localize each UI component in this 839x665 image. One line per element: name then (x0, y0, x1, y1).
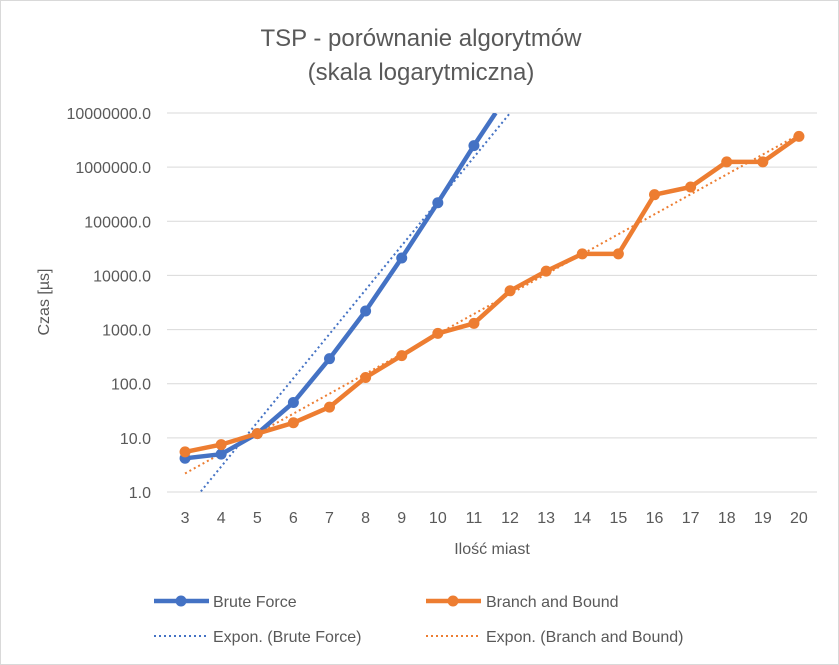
x-axis-tick-labels: 3 4 5 6 7 8 9 10 11 12 13 14 15 16 17 18 19 20 (181, 510, 808, 527)
y-axis-tick-labels: 1.0 10.0 100.0 1000.0 10000.0 100000.0 1000000… (66, 106, 151, 502)
x-tick-label: 20 (790, 510, 808, 527)
data-point (432, 197, 444, 209)
data-point (432, 327, 444, 339)
legend-label-brute-force: Brute Force (213, 594, 297, 611)
y-tick-label: 10.0 (120, 431, 151, 448)
x-tick-label: 5 (253, 510, 262, 527)
series-line (184, 134, 801, 455)
data-point (396, 252, 408, 264)
x-tick-label: 12 (501, 510, 519, 527)
data-point (468, 140, 480, 152)
data-point (215, 439, 227, 451)
y-tick-label: 100.0 (111, 377, 151, 394)
chart-title-line2: (skala logarytmiczna) (308, 59, 535, 86)
legend-marker-branch-and-bound (447, 595, 459, 607)
legend-label-expon-brute-force: Expon. (Brute Force) (213, 629, 362, 646)
data-point (215, 448, 227, 460)
x-tick-label: 11 (466, 510, 483, 527)
x-tick-label: 16 (646, 510, 664, 527)
x-tick-label: 18 (718, 510, 736, 527)
x-tick-label: 15 (609, 510, 627, 527)
y-tick-label: 10000.0 (93, 268, 151, 285)
data-point (540, 265, 552, 277)
y-tick-label: 100000.0 (84, 214, 151, 231)
data-point (324, 401, 335, 413)
data-point (504, 285, 516, 297)
trendline (184, 133, 800, 475)
x-tick-label: 4 (217, 510, 226, 527)
x-tick-label: 10 (429, 510, 447, 527)
x-tick-label: 14 (573, 510, 591, 527)
x-tick-label: 9 (397, 510, 406, 527)
series-line (184, 113, 498, 461)
y-tick-label: 1000000.0 (75, 160, 151, 177)
data-point (287, 396, 299, 408)
y-tick-label: 1000.0 (102, 323, 151, 340)
data-point (396, 350, 408, 362)
trendline (199, 113, 511, 492)
x-tick-label: 17 (682, 510, 700, 527)
data-point (179, 446, 191, 458)
data-point (251, 428, 263, 440)
legend: Brute Force Branch and Bound Expon. (Bru… (154, 594, 683, 646)
x-axis-title: Ilość miast (454, 541, 530, 558)
data-point (576, 248, 588, 260)
data-point (649, 189, 660, 201)
x-tick-label: 3 (181, 510, 190, 527)
legend-label-branch-and-bound: Branch and Bound (486, 594, 619, 611)
data-point (287, 417, 299, 429)
legend-label-expon-branch-and-bound: Expon. (Branch and Bound) (486, 629, 683, 646)
legend-marker-brute-force (175, 595, 187, 607)
y-tick-label: 10000000.0 (66, 106, 151, 123)
data-point (793, 130, 805, 142)
data-point (324, 353, 335, 365)
x-tick-label: 19 (754, 510, 772, 527)
data-point (685, 181, 697, 193)
x-tick-label: 8 (361, 510, 370, 527)
y-tick-label: 1.0 (129, 485, 151, 502)
data-series (179, 113, 805, 464)
x-tick-label: 7 (325, 510, 334, 527)
x-tick-label: 6 (289, 510, 298, 527)
data-point (468, 317, 480, 329)
data-point (721, 156, 733, 168)
chart-title-line1: TSP - porównanie algorytmów (260, 25, 582, 52)
gridlines (167, 112, 817, 493)
trendlines (184, 113, 800, 492)
data-point (360, 372, 372, 384)
y-axis-title: Czas [µs] (36, 268, 53, 335)
data-point (612, 248, 624, 260)
x-tick-label: 13 (537, 510, 555, 527)
data-point (757, 156, 769, 168)
data-point (360, 305, 372, 317)
